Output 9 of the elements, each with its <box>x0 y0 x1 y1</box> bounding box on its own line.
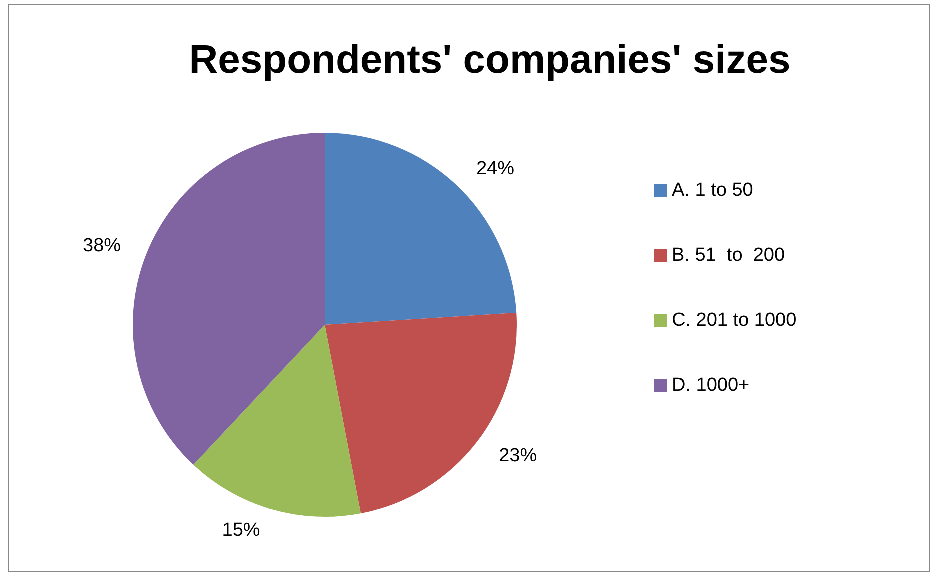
legend-label: A. 1 to 50 <box>672 180 754 201</box>
data-label: 38% <box>82 236 122 257</box>
legend-label: D. 1000+ <box>672 375 750 396</box>
data-label: 15% <box>222 520 260 542</box>
data-label: 24% <box>476 158 515 180</box>
legend-label: C. 201 to 1000 <box>672 310 797 331</box>
data-label: 23% <box>499 446 538 467</box>
chart-title: Respondents' companies' sizes <box>189 38 791 82</box>
legend-label: B. 51 to 200 <box>672 245 786 266</box>
